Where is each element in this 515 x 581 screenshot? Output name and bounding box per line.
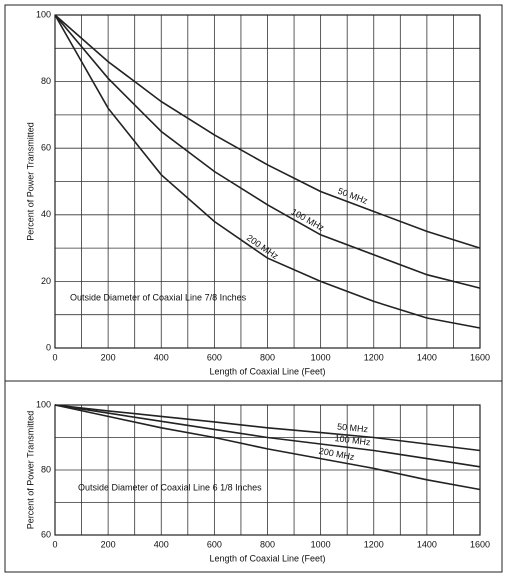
x-tick-label: 1000 bbox=[311, 352, 331, 362]
x-tick-label: 1600 bbox=[470, 352, 490, 362]
x-tick-label: 1200 bbox=[364, 539, 384, 549]
figure-frame bbox=[4, 4, 503, 573]
x-tick-label: 600 bbox=[207, 352, 222, 362]
y-tick-label: 60 bbox=[41, 143, 51, 153]
y-tick-label: 0 bbox=[46, 342, 51, 352]
x-tick-label: 400 bbox=[154, 539, 169, 549]
x-tick-label: 800 bbox=[260, 539, 275, 549]
x-tick-label: 1400 bbox=[417, 352, 437, 362]
series-line bbox=[54, 404, 481, 452]
x-tick-label: 1600 bbox=[470, 539, 490, 549]
y-tick-label: 40 bbox=[41, 209, 51, 219]
y-tick-label: 80 bbox=[41, 464, 51, 474]
x-tick-label: 0 bbox=[52, 539, 57, 549]
x-tick-label: 600 bbox=[207, 539, 222, 549]
series-line bbox=[54, 14, 481, 289]
y-tick-label: 60 bbox=[41, 529, 51, 539]
series-label: 100 MHz bbox=[334, 433, 371, 447]
y-tick-label: 80 bbox=[41, 76, 51, 86]
x-tick-label: 0 bbox=[52, 352, 57, 362]
series-line bbox=[54, 404, 481, 491]
y-axis-label: Percent of Power Transmitted bbox=[25, 411, 35, 530]
x-tick-label: 200 bbox=[101, 352, 116, 362]
annotation: Outside Diameter of Coaxial Line 7/8 Inc… bbox=[70, 292, 247, 302]
series-line bbox=[54, 14, 481, 329]
y-tick-label: 20 bbox=[41, 276, 51, 286]
series-line bbox=[54, 404, 481, 468]
series-line bbox=[54, 14, 481, 249]
x-tick-label: 200 bbox=[101, 539, 116, 549]
plot-frame bbox=[54, 404, 481, 536]
y-tick-label: 100 bbox=[36, 9, 51, 19]
series-label: 50 MHz bbox=[337, 422, 369, 435]
x-axis-label: Length of Coaxial Line (Feet) bbox=[209, 366, 325, 376]
annotation: Outside Diameter of Coaxial Line 6 1/8 I… bbox=[78, 482, 262, 492]
x-tick-label: 1400 bbox=[417, 539, 437, 549]
x-tick-label: 400 bbox=[154, 352, 169, 362]
x-tick-label: 1000 bbox=[311, 539, 331, 549]
x-tick-label: 1200 bbox=[364, 352, 384, 362]
plot-frame bbox=[54, 14, 481, 349]
y-axis-label: Percent of Power Transmitted bbox=[25, 122, 35, 241]
x-tick-label: 800 bbox=[260, 352, 275, 362]
y-tick-label: 100 bbox=[36, 399, 51, 409]
x-axis-label: Length of Coaxial Line (Feet) bbox=[209, 553, 325, 563]
